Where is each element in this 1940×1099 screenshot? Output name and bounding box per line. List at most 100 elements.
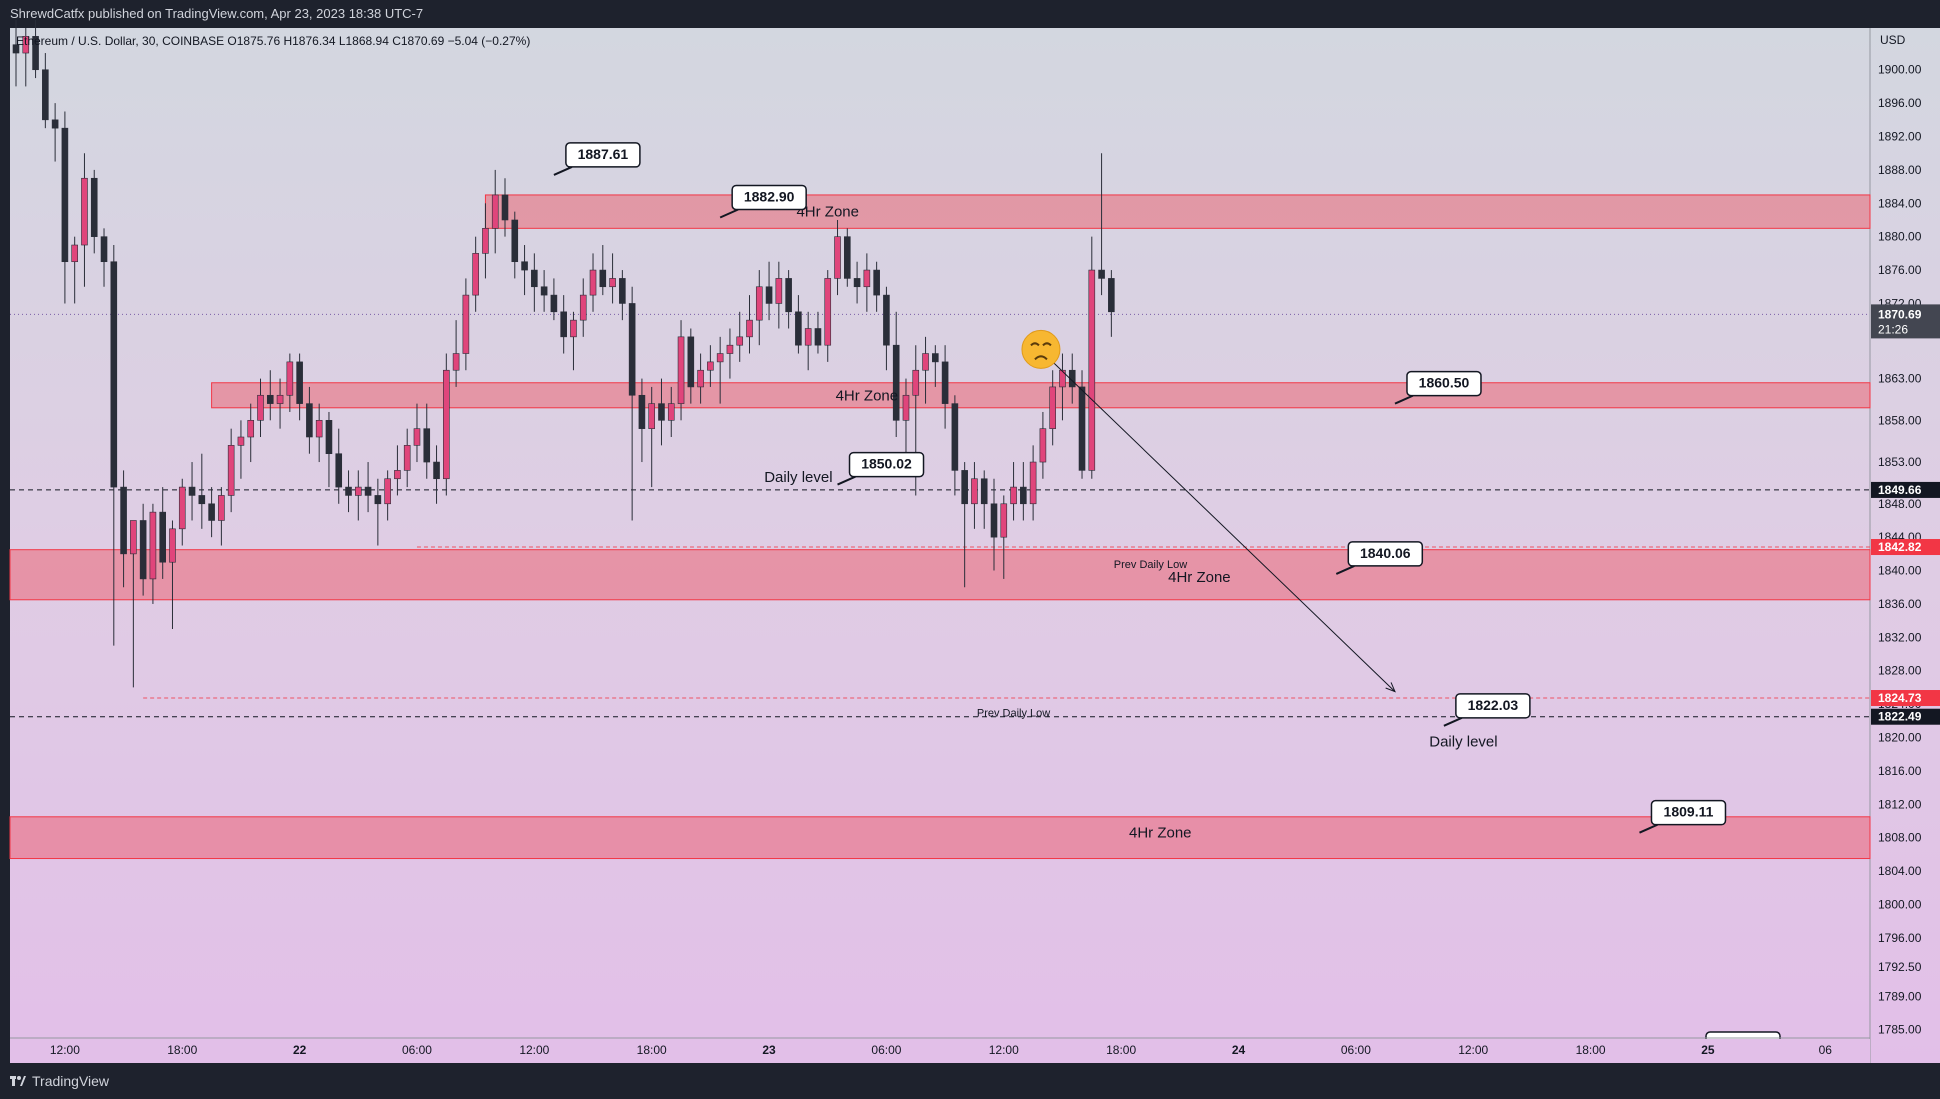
candle-body[interactable] bbox=[501, 194, 509, 221]
zone-1[interactable] bbox=[484, 194, 1871, 229]
candle-body[interactable] bbox=[755, 286, 763, 321]
candle-body[interactable] bbox=[218, 495, 225, 521]
candle-body[interactable] bbox=[51, 119, 59, 129]
candle-body[interactable] bbox=[648, 403, 656, 429]
candle-body[interactable] bbox=[667, 403, 675, 421]
candle-body[interactable] bbox=[707, 361, 714, 371]
candle-body[interactable] bbox=[873, 269, 880, 296]
candle-body[interactable] bbox=[482, 228, 489, 254]
candle-body[interactable] bbox=[785, 278, 792, 313]
candle-body[interactable] bbox=[71, 244, 78, 263]
candle-body[interactable] bbox=[638, 394, 646, 429]
candle-body[interactable] bbox=[247, 420, 255, 438]
callout-box-2[interactable] bbox=[731, 184, 807, 211]
candle-body[interactable] bbox=[775, 278, 783, 304]
candle-body[interactable] bbox=[1039, 428, 1047, 463]
candle-body[interactable] bbox=[550, 294, 558, 313]
candle-body[interactable] bbox=[746, 319, 753, 338]
candle-body[interactable] bbox=[423, 428, 431, 463]
candle-body[interactable] bbox=[433, 461, 440, 480]
candle-body[interactable] bbox=[531, 269, 538, 288]
projection-arrow[interactable] bbox=[1052, 361, 1396, 692]
candle-body[interactable] bbox=[736, 336, 744, 346]
candle-body[interactable] bbox=[1078, 386, 1086, 471]
candle-body[interactable] bbox=[1098, 269, 1105, 279]
candle-body[interactable] bbox=[286, 361, 294, 396]
candle-body[interactable] bbox=[198, 495, 206, 505]
candle-body[interactable] bbox=[814, 328, 822, 346]
candle-body[interactable] bbox=[1088, 269, 1096, 471]
candle-body[interactable] bbox=[716, 353, 724, 363]
candle-body[interactable] bbox=[892, 344, 900, 421]
candle-body[interactable] bbox=[922, 353, 929, 371]
candle-body[interactable] bbox=[1010, 486, 1017, 505]
candle-body[interactable] bbox=[403, 445, 411, 471]
candle-body[interactable] bbox=[1000, 503, 1008, 538]
candle-body[interactable] bbox=[443, 369, 450, 480]
candle-body[interactable] bbox=[315, 420, 323, 438]
candle-body[interactable] bbox=[452, 353, 460, 371]
candle-body[interactable] bbox=[609, 278, 616, 288]
candle-body[interactable] bbox=[42, 69, 49, 121]
candle-body[interactable] bbox=[335, 453, 343, 488]
candle-body[interactable] bbox=[384, 478, 391, 505]
candle-body[interactable] bbox=[169, 528, 176, 563]
candle-body[interactable] bbox=[980, 478, 988, 505]
candle-body[interactable] bbox=[237, 436, 245, 446]
candle-body[interactable] bbox=[32, 36, 39, 71]
candle-body[interactable] bbox=[354, 486, 362, 496]
candle-body[interactable] bbox=[188, 486, 196, 496]
candle-body[interactable] bbox=[22, 36, 30, 54]
candle-body[interactable] bbox=[560, 311, 567, 338]
candle-body[interactable] bbox=[276, 394, 284, 404]
candle-body[interactable] bbox=[765, 286, 773, 304]
candle-body[interactable] bbox=[619, 278, 626, 304]
candle-body[interactable] bbox=[932, 353, 939, 363]
candle-body[interactable] bbox=[804, 328, 812, 346]
candle-body[interactable] bbox=[824, 278, 832, 346]
zone-2[interactable] bbox=[211, 382, 1871, 409]
candle-body[interactable] bbox=[1059, 369, 1066, 388]
candle-body[interactable] bbox=[990, 503, 998, 538]
candle-body[interactable] bbox=[540, 286, 548, 296]
candle-body[interactable] bbox=[834, 236, 841, 279]
candle-body[interactable] bbox=[570, 319, 577, 338]
candle-body[interactable] bbox=[902, 394, 910, 421]
candle-body[interactable] bbox=[687, 336, 695, 388]
callout-box-7[interactable] bbox=[1650, 799, 1727, 826]
candle-body[interactable] bbox=[374, 495, 382, 505]
candle-body[interactable] bbox=[843, 236, 851, 279]
candle-body[interactable] bbox=[853, 278, 861, 288]
candle-body[interactable] bbox=[462, 294, 470, 354]
candle-body[interactable] bbox=[951, 403, 959, 471]
candle-body[interactable] bbox=[364, 486, 372, 496]
candle-body[interactable] bbox=[100, 236, 108, 263]
candle-body[interactable] bbox=[912, 369, 920, 396]
candle-body[interactable] bbox=[795, 311, 802, 346]
candle-body[interactable] bbox=[159, 511, 166, 563]
callout-box-6[interactable] bbox=[1455, 693, 1531, 719]
candle-body[interactable] bbox=[139, 520, 147, 580]
candle-body[interactable] bbox=[726, 344, 734, 354]
tradingview-logo[interactable]: TradingView bbox=[10, 1073, 109, 1089]
candle-body[interactable] bbox=[697, 369, 704, 388]
candle-body[interactable] bbox=[1108, 278, 1115, 313]
candle-body[interactable] bbox=[961, 470, 968, 505]
candle-body[interactable] bbox=[306, 403, 313, 438]
candle-body[interactable] bbox=[511, 219, 519, 263]
callout-box-3[interactable] bbox=[1406, 370, 1482, 397]
candle-body[interactable] bbox=[599, 269, 607, 288]
candle-body[interactable] bbox=[472, 253, 479, 296]
candle-body[interactable] bbox=[413, 428, 421, 446]
candle-body[interactable] bbox=[81, 177, 88, 246]
callout-box-1[interactable] bbox=[565, 142, 641, 168]
candle-body[interactable] bbox=[12, 44, 20, 54]
candle-body[interactable] bbox=[296, 361, 303, 404]
candle-body[interactable] bbox=[149, 511, 157, 580]
callout-box-5[interactable] bbox=[1347, 541, 1424, 567]
candle-body[interactable] bbox=[61, 127, 69, 263]
candle-body[interactable] bbox=[1049, 386, 1056, 429]
candle-body[interactable] bbox=[1068, 369, 1076, 388]
candle-body[interactable] bbox=[325, 420, 333, 455]
